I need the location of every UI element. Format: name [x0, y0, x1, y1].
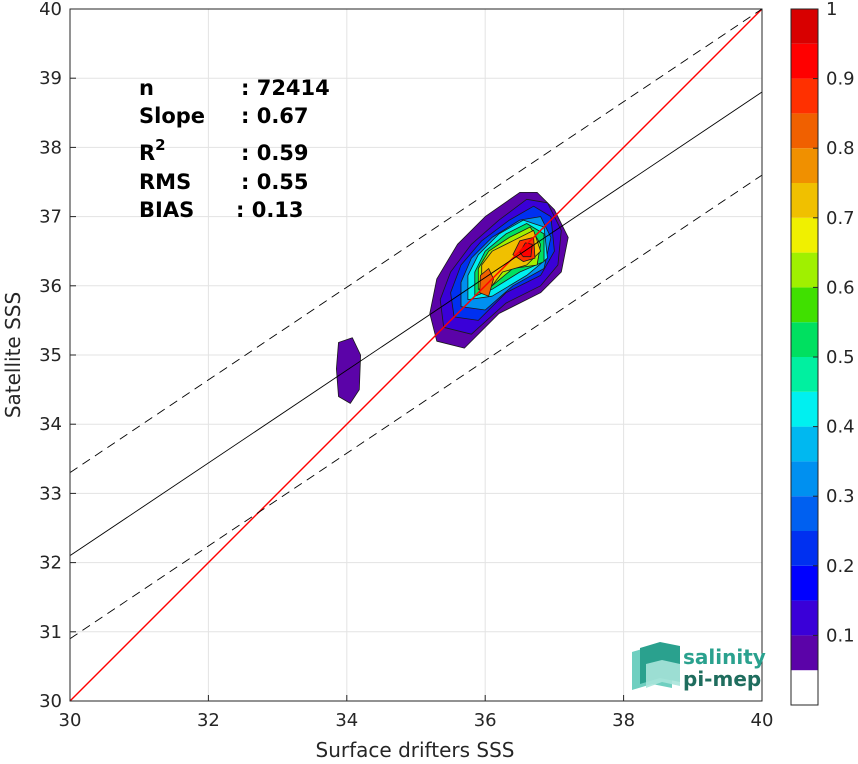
colorbar-bin-10 — [791, 287, 818, 323]
stat-value-2: : 0.59 — [241, 141, 309, 165]
x-tick-label-3: 36 — [474, 710, 497, 731]
y-ticks: 30 31 32 33 34 35 36 37 38 39 40 — [39, 0, 76, 712]
colorbar-tick-label-2: 0.3 — [826, 486, 855, 507]
colorbar-bin-empty — [791, 670, 818, 705]
stat-label-0: n — [139, 76, 154, 100]
colorbar: 0.1 0.2 0.3 0.4 0.5 0.6 0.7 0.8 0.9 1 — [790, 0, 855, 706]
colorbar-tick-label-5: 0.6 — [826, 277, 855, 298]
x-ticks: 30 32 34 36 38 40 — [59, 695, 774, 731]
y-tick-label-4: 34 — [39, 414, 62, 435]
colorbar-tick-label-3: 0.4 — [826, 417, 855, 438]
logo-pimep-text: pi-mep — [683, 667, 761, 691]
x-tick-label-0: 30 — [59, 710, 82, 731]
y-tick-label-10: 40 — [39, 0, 62, 20]
y-tick-label-7: 37 — [39, 207, 62, 228]
colorbar-tick-label-8: 0.9 — [826, 69, 855, 90]
colorbar-tick-label-6: 0.7 — [826, 208, 855, 229]
stat-label-1: Slope — [139, 104, 205, 128]
x-tick-label-2: 34 — [335, 710, 358, 731]
y-tick-label-1: 31 — [39, 622, 62, 643]
colorbar-tick-label-1: 0.2 — [826, 556, 855, 577]
logo-salinity-text: salinity — [683, 645, 766, 669]
colorbar-bin-9 — [791, 322, 818, 357]
colorbar-bin-6 — [791, 426, 818, 462]
colorbar-bin-13 — [791, 183, 818, 218]
y-tick-label-5: 35 — [39, 345, 62, 366]
stat-value-3: : 0.55 — [241, 170, 309, 194]
y-tick-label-6: 36 — [39, 276, 62, 297]
colorbar-bin-12 — [791, 217, 818, 253]
colorbar-bin-5 — [791, 461, 818, 497]
y-tick-label-0: 30 — [39, 691, 62, 712]
stat-value-4: : 0.13 — [236, 198, 304, 222]
colorbar-bin-1 — [791, 600, 818, 636]
waves-logo-icon — [632, 642, 680, 690]
x-tick-label-1: 32 — [197, 710, 220, 731]
colorbar-bin-16 — [791, 78, 818, 114]
colorbar-bin-4 — [791, 496, 818, 531]
stat-label-4: BIAS — [139, 198, 194, 222]
reference-lines — [69, 8, 763, 702]
y-tick-label-8: 38 — [39, 137, 62, 158]
line-regression — [69, 91, 763, 557]
colorbar-bin-8 — [791, 357, 818, 392]
colorbar-bin-0 — [791, 635, 818, 671]
stat-label-2: R2 — [139, 136, 166, 165]
density-contours — [335, 191, 569, 404]
colorbar-bin-7 — [791, 391, 818, 427]
colorbar-bin-17 — [791, 43, 818, 79]
salinity-pi-mep-logo: salinity pi-mep — [632, 642, 766, 691]
colorbar-bin-11 — [791, 252, 818, 288]
colorbar-tick-label-9: 1 — [826, 0, 837, 20]
stat-value-1: : 0.67 — [241, 104, 309, 128]
y-axis-label: Satellite SSS — [1, 292, 25, 418]
line-one-to-one — [69, 8, 763, 702]
colorbar-tick-label-4: 0.5 — [826, 347, 855, 368]
colorbar-tick-label-0: 0.1 — [826, 625, 855, 646]
colorbar-bin-3 — [791, 531, 818, 566]
y-tick-label-9: 39 — [39, 68, 62, 89]
y-tick-label-3: 33 — [39, 483, 62, 504]
line-upper-bound — [69, 8, 763, 474]
line-lower-bound — [69, 174, 763, 640]
colorbar-bin-18 — [791, 9, 818, 44]
stat-label-3: RMS — [139, 170, 191, 194]
x-axis-label: Surface drifters SSS — [316, 738, 515, 762]
colorbar-tick-label-7: 0.8 — [826, 138, 855, 159]
small-cluster-contour-0 — [335, 337, 362, 404]
stat-value-0: : 72414 — [241, 76, 330, 100]
colorbar-bin-15 — [791, 113, 818, 149]
statistics-box: n : 72414 Slope : 0.67 R2 : 0.59 RMS : 0.55 BIAS… — [139, 76, 330, 222]
x-tick-label-4: 38 — [612, 710, 635, 731]
x-tick-label-5: 40 — [751, 710, 774, 731]
y-tick-label-2: 32 — [39, 553, 62, 574]
colorbar-bin-14 — [791, 148, 818, 183]
colorbar-bin-2 — [791, 565, 818, 601]
